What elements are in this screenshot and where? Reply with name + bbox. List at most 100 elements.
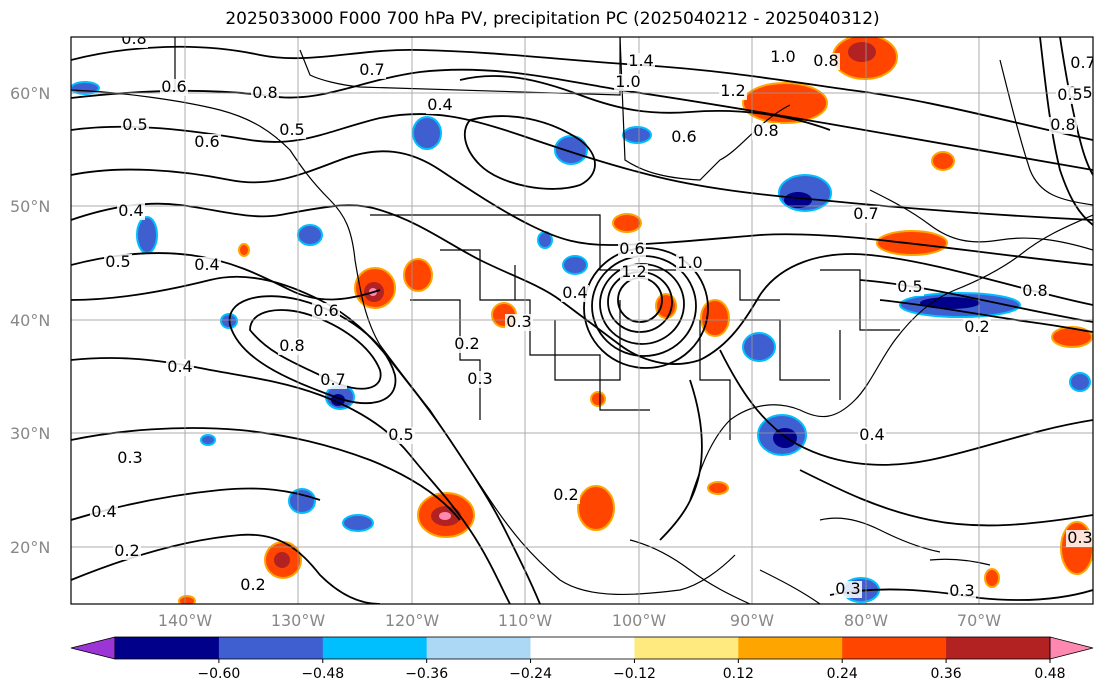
contour-label: 0.6 [194, 132, 219, 151]
contour-label-bg [166, 359, 194, 376]
contour-label: 0.2 [454, 334, 479, 353]
lon-label: 130°W [271, 611, 326, 630]
contour-label-bg [453, 336, 481, 353]
contour-label-bg [466, 371, 494, 388]
colorbar-segment [530, 637, 635, 659]
lon-label: 90°W [730, 611, 774, 630]
contour-label: 0.7 [320, 370, 345, 389]
contour-label-bg [618, 241, 646, 258]
contour-label: 0.6 [161, 77, 186, 96]
contour-label-bg [116, 450, 144, 467]
colorbar-tick-label: −0.36 [405, 666, 448, 682]
contour-label: 0.3 [506, 312, 531, 331]
contour-label: 0.4 [167, 357, 192, 376]
contour-label-bg [561, 285, 589, 302]
contour-label: 0.8 [813, 51, 838, 70]
contour-label: 0.8 [1050, 115, 1075, 134]
contour-label-bg [1066, 530, 1093, 547]
contour-label-bg [358, 62, 386, 79]
contour-label-bg [113, 543, 141, 560]
colorbar-segment [634, 637, 739, 659]
colorbar-segment [738, 637, 843, 659]
contour-label-bg [752, 123, 780, 140]
contour-label-bg [963, 319, 991, 336]
contour-label-bg [614, 74, 642, 91]
contour-label-bg [834, 581, 862, 598]
lon-label: 80°W [844, 611, 888, 630]
colorbar-tick-label: −0.24 [509, 666, 552, 682]
contour-label: 1.0 [770, 47, 795, 66]
contour-label: 0.3 [467, 369, 492, 388]
contour-label: 1.4 [628, 51, 653, 70]
contour-label-bg [896, 279, 924, 296]
colorbar-tick-label: 0.24 [827, 666, 858, 682]
colorbar-segment [115, 637, 220, 659]
contour-label-bg [239, 577, 267, 594]
contour-label-bg [193, 134, 221, 151]
colorbar: −0.60 −0.48 −0.36 −0.24 −0.12 0.12 0.24 0.36 0.4… [70, 636, 1094, 682]
contour-label-bg [117, 203, 145, 220]
contour-label-bg [1069, 55, 1093, 72]
contour-label: 0.3 [835, 579, 860, 598]
contour-label-bg [121, 117, 149, 134]
contour-label: 0.3 [117, 448, 142, 467]
colorbar-tick-label: 0.36 [931, 666, 962, 682]
contour-label: 0.4 [859, 425, 884, 444]
map-frame [70, 36, 1094, 605]
colorbar-segment [426, 637, 532, 659]
contour-label-bg [278, 122, 306, 139]
contour-label: 0.8 [252, 83, 277, 102]
colorbar-arrow-high [1049, 636, 1094, 660]
contour-label: 0.2 [553, 485, 578, 504]
map-title: 2025033000 F000 700 hPa PV, precipitatio… [225, 9, 880, 29]
contour-label: 0.7 [359, 60, 384, 79]
colorbar-tick-label: −0.48 [301, 666, 344, 682]
contour-label-bg [769, 49, 797, 66]
colorbar-segment [946, 637, 1051, 659]
contour-label-bg [319, 372, 347, 389]
colorbar-frame [114, 636, 1051, 660]
contour-label-bg [1049, 117, 1077, 134]
contour-label-bg [160, 79, 188, 96]
contour-label: 0.2 [240, 575, 265, 594]
contour-label-bg [193, 257, 221, 274]
contour-label-bg [387, 427, 415, 444]
contour-label: 1.0 [677, 253, 702, 272]
colorbar-tick-label: −0.12 [613, 666, 656, 682]
contour-label: 0.2 [964, 317, 989, 336]
contour-label: 0.7 [853, 204, 878, 223]
contour-label-bg [812, 53, 840, 70]
colorbar-tick-label: 0.48 [1034, 666, 1065, 682]
contour-label-bg [120, 37, 148, 48]
colorbar-tick-label: 0.12 [723, 666, 754, 682]
contour-label-bg [104, 254, 132, 271]
contour-label-bg [505, 314, 533, 331]
lat-label: 20°N [10, 538, 50, 557]
contour-label-bg [278, 338, 306, 355]
contour-label-bg [312, 303, 340, 320]
lon-label: 110°W [498, 611, 553, 630]
contour-label: 0.8 [121, 29, 146, 48]
contour-label: 0.5 [279, 120, 304, 139]
contour-label-bg [552, 487, 580, 504]
contour-label: 0.5 [897, 277, 922, 296]
contour-label: 0.4 [194, 255, 219, 274]
contour-label-bg [1056, 87, 1084, 104]
contour-label-bg [426, 97, 454, 114]
lon-label: 120°W [385, 611, 440, 630]
contour-label: 0.6 [313, 301, 338, 320]
lat-label: 30°N [10, 424, 50, 443]
contour-label-bg [670, 129, 698, 146]
lon-label: 70°W [957, 611, 1001, 630]
contour-label: 1.0 [615, 72, 640, 91]
contour-label: 0.4 [562, 283, 587, 302]
contour-label: 0.3 [949, 581, 974, 600]
contour-label-bg [90, 504, 118, 521]
contour-label: 0.6 [671, 127, 696, 146]
contour-label: 0.8 [753, 121, 778, 140]
contour-label: 0.4 [91, 502, 116, 521]
contour-label: 1.2 [621, 262, 646, 281]
contour-label: 0.6 [619, 239, 644, 258]
contour-label: 0.5 [122, 115, 147, 134]
